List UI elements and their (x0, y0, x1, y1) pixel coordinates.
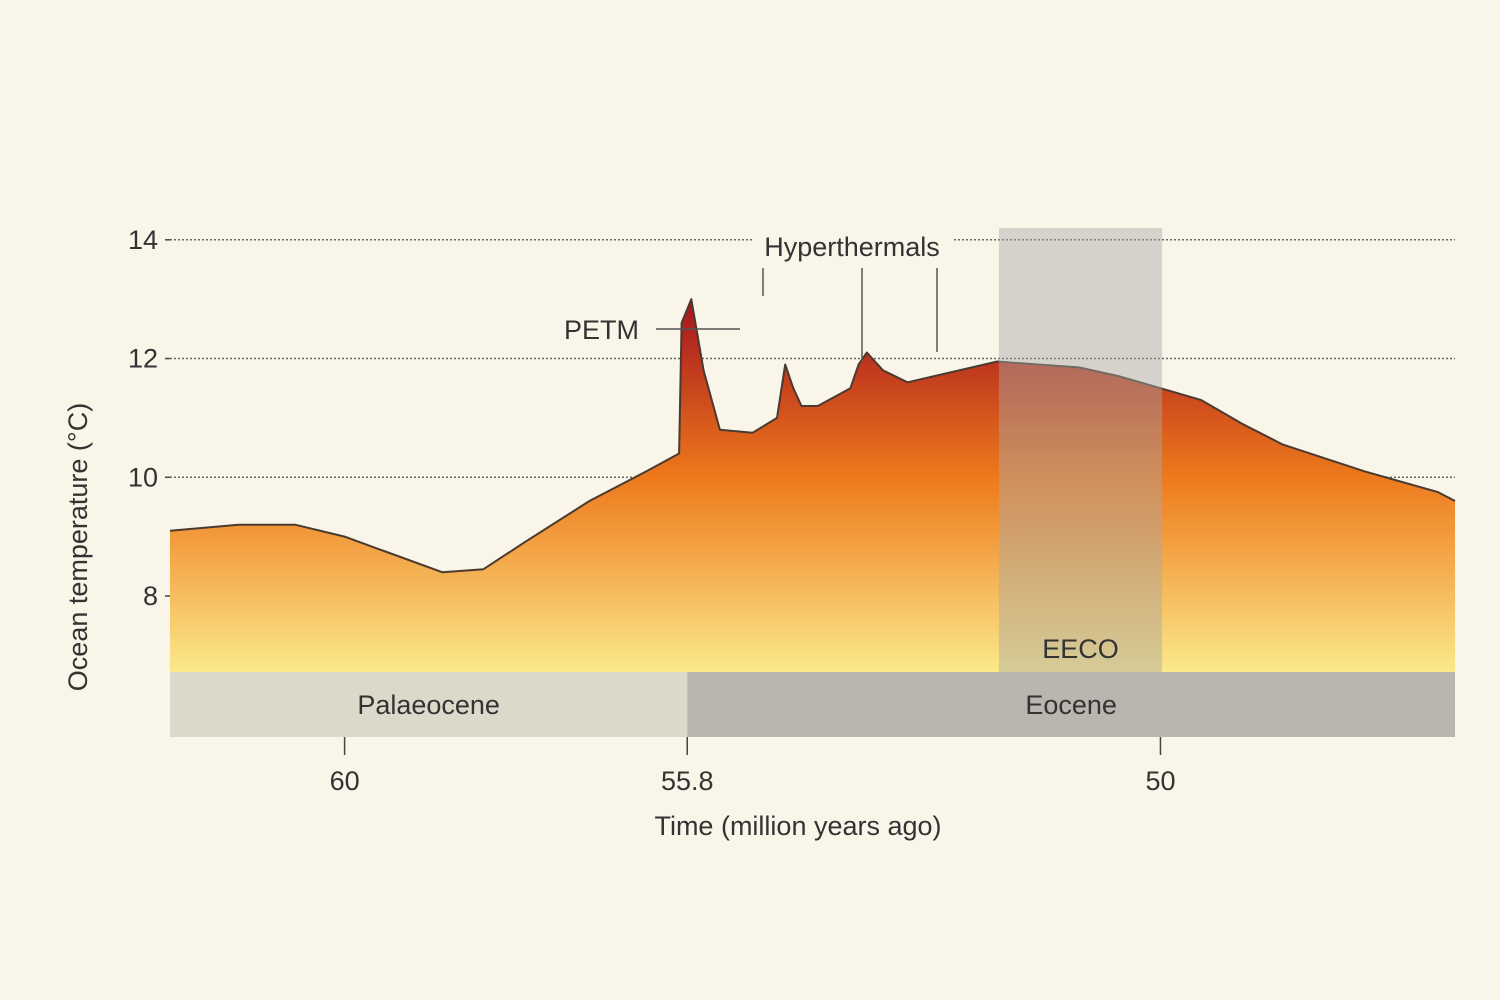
x-axis-title: Time (million years ago) (654, 811, 941, 841)
epoch-label-eocene: Eocene (1025, 690, 1117, 720)
temperature-area (170, 299, 1455, 672)
annotations: PETM Hyperthermals (564, 232, 952, 361)
petm-label: PETM (564, 315, 639, 345)
y-tick-label-8: 8 (143, 581, 158, 611)
area-layer (169, 298, 1456, 672)
y-tick-label-14: 14 (128, 225, 158, 255)
y-tick-label-12: 12 (128, 344, 158, 374)
epoch-bands: Palaeocene Eocene (170, 672, 1455, 737)
x-tick-label-50: 50 (1145, 766, 1175, 796)
y-axis-title: Ocean temperature (°C) (63, 403, 93, 691)
epoch-label-palaeocene: Palaeocene (357, 690, 500, 720)
hyperthermals-label: Hyperthermals (764, 232, 940, 262)
temperature-line (169, 298, 1456, 574)
eeco-shade-layer: EECO (998, 228, 1163, 672)
x-tick-label-55.8: 55.8 (661, 766, 714, 796)
epoch-band-eocene (687, 672, 1455, 737)
y-axis: 8 10 12 14 (128, 225, 170, 611)
eeco-label: EECO (1042, 634, 1119, 664)
eeco-shaded-region (998, 228, 1163, 672)
x-tick-label-60: 60 (330, 766, 360, 796)
epoch-band-palaeocene (170, 672, 688, 737)
y-tick-label-10: 10 (128, 462, 158, 492)
x-axis: 60 55.8 50 (330, 737, 1175, 796)
hyperthermals-label-bg (752, 232, 952, 262)
